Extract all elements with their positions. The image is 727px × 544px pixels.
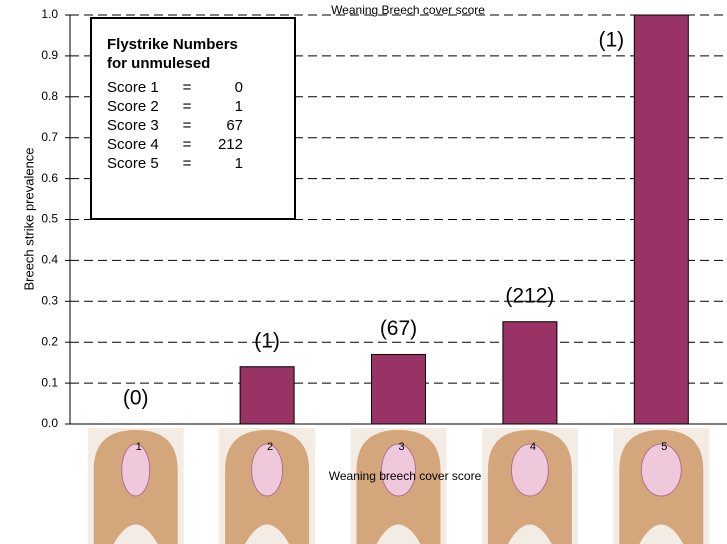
y-tick-label: 0.9	[41, 48, 58, 62]
count-label: (0)	[123, 387, 149, 410]
y-tick-label: 0.3	[41, 293, 58, 307]
inset-sign: =	[183, 117, 192, 134]
category-label: 2	[267, 441, 273, 453]
y-tick-label: 0.4	[41, 253, 58, 267]
category-label: 5	[661, 441, 667, 453]
count-label: (67)	[380, 317, 417, 340]
y-tick-label: 1.0	[41, 7, 58, 21]
inset-sign: =	[183, 136, 192, 153]
bar	[634, 15, 688, 424]
y-tick-label: 0.8	[41, 89, 58, 103]
inset-label: Score 4	[107, 136, 159, 153]
inset-sign: =	[183, 79, 192, 96]
count-label: (1)	[254, 329, 280, 352]
y-tick-label: 0.1	[41, 375, 58, 389]
count-label: (1)	[598, 29, 624, 52]
inset-value: 0	[235, 79, 243, 96]
inset-label: Score 5	[107, 155, 159, 172]
inset-sign: =	[183, 98, 192, 115]
y-tick-label: 0.5	[41, 212, 58, 226]
y-tick-label: 0.7	[41, 130, 58, 144]
inset-title: for unmulesed	[107, 55, 210, 72]
y-tick-label: 0.2	[41, 334, 58, 348]
category-label: 1	[136, 441, 142, 453]
inset-label: Score 1	[107, 79, 159, 96]
inset-value: 67	[226, 117, 243, 134]
inset-value: 212	[218, 136, 243, 153]
inset-sign: =	[183, 155, 192, 172]
category-label: 4	[530, 441, 536, 453]
inset-value: 1	[235, 155, 243, 172]
bar	[372, 354, 426, 424]
inset-label: Score 3	[107, 117, 159, 134]
y-axis-label: Breech strike prevalence	[21, 147, 36, 290]
inset-value: 1	[235, 98, 243, 115]
y-tick-label: 0.0	[41, 416, 58, 430]
inset-title: Flystrike Numbers	[107, 36, 238, 53]
x-axis-label: Weaning breech cover score	[329, 469, 482, 483]
y-tick-label: 0.6	[41, 171, 58, 185]
category-label: 3	[398, 441, 404, 453]
count-label: (212)	[505, 284, 554, 307]
bar	[503, 322, 557, 424]
inset-label: Score 2	[107, 98, 159, 115]
chart: Weaning Breech cover score Weaning breec…	[0, 0, 727, 544]
bar	[240, 367, 294, 424]
